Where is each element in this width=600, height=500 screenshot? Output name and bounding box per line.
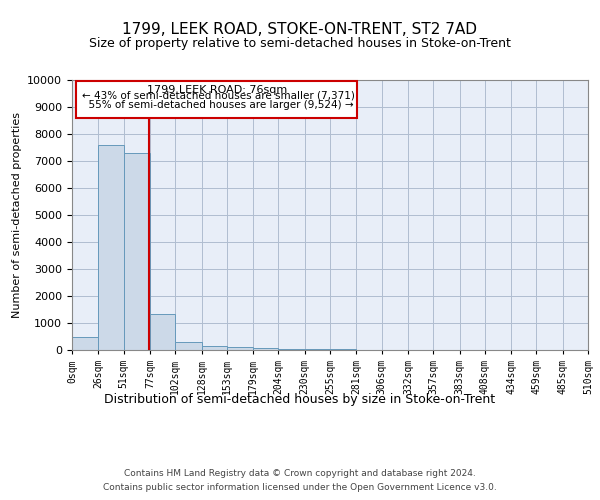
- Bar: [124, 153, 150, 350]
- Bar: [202, 346, 227, 350]
- Text: Size of property relative to semi-detached houses in Stoke-on-Trent: Size of property relative to semi-detach…: [89, 38, 511, 51]
- Bar: [98, 145, 124, 350]
- Bar: [305, 349, 330, 350]
- Text: ← 43% of semi-detached houses are smaller (7,371): ← 43% of semi-detached houses are smalle…: [82, 90, 355, 100]
- Text: Contains HM Land Registry data © Crown copyright and database right 2024.: Contains HM Land Registry data © Crown c…: [124, 468, 476, 477]
- Y-axis label: Number of semi-detached properties: Number of semi-detached properties: [12, 112, 22, 318]
- Text: Distribution of semi-detached houses by size in Stoke-on-Trent: Distribution of semi-detached houses by …: [104, 392, 496, 406]
- Bar: [150, 314, 175, 350]
- Text: 55% of semi-detached houses are larger (9,524) →: 55% of semi-detached houses are larger (…: [82, 100, 354, 110]
- Text: 1799, LEEK ROAD, STOKE-ON-TRENT, ST2 7AD: 1799, LEEK ROAD, STOKE-ON-TRENT, ST2 7AD: [122, 22, 478, 38]
- Text: Contains public sector information licensed under the Open Government Licence v3: Contains public sector information licen…: [103, 484, 497, 492]
- Bar: [227, 348, 253, 350]
- Bar: [72, 336, 98, 350]
- Bar: [175, 342, 202, 350]
- FancyBboxPatch shape: [76, 81, 358, 118]
- Bar: [253, 348, 278, 350]
- Bar: [278, 348, 305, 350]
- Text: 1799 LEEK ROAD: 76sqm: 1799 LEEK ROAD: 76sqm: [146, 84, 287, 94]
